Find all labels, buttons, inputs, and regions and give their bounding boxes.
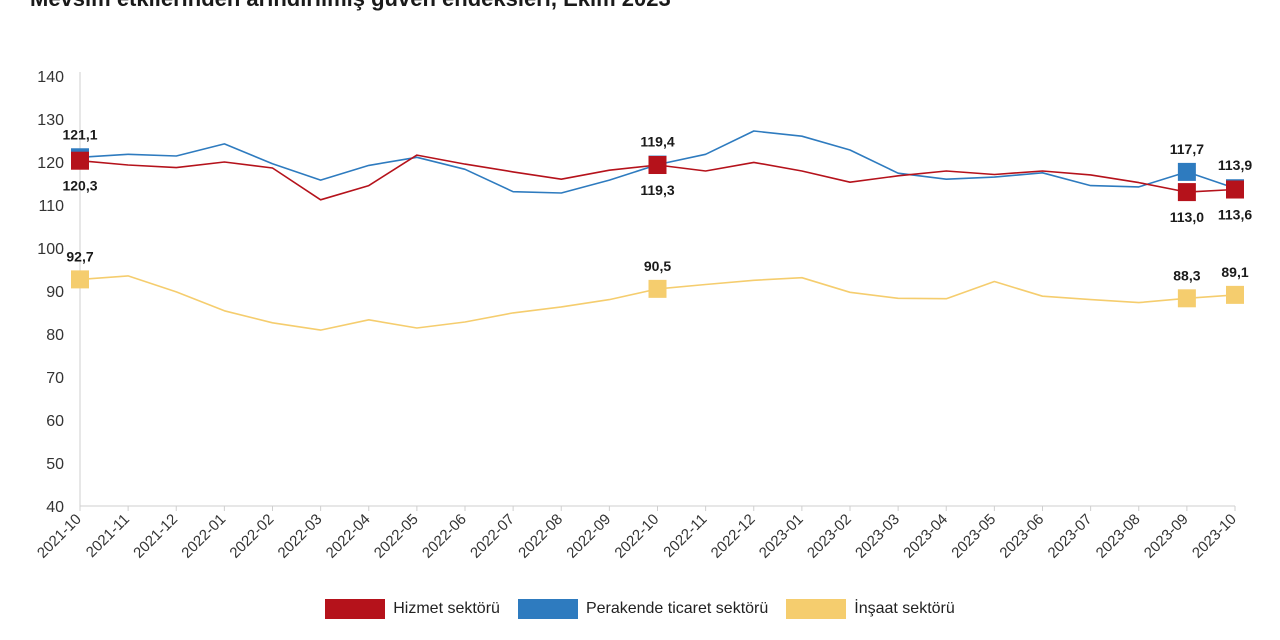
x-tick-label: 2023-06 [996,511,1047,562]
legend-label-insaat: İnşaat sektörü [854,600,955,617]
x-tick-label: 2023-01 [756,511,807,562]
data-label: 113,6 [1218,207,1252,223]
legend-swatch-hizmet [325,599,386,619]
x-tick-label: 2022-06 [419,511,470,562]
data-label: 89,1 [1221,264,1248,280]
x-tick-label: 2021-12 [130,511,181,562]
data-label: 117,7 [1170,141,1204,157]
y-tick-label: 50 [46,456,64,473]
x-tick-label: 2022-12 [708,511,759,562]
data-label: 121,1 [62,126,97,142]
data-point-marker [1226,285,1244,304]
x-tick-label: 2022-07 [467,511,518,562]
legend-item-perakende: Perakende ticaret sektörü [517,599,769,619]
data-label: 92,7 [66,248,93,264]
x-tick-label: 2023-08 [1093,511,1144,562]
x-tick-label: 2023-05 [948,511,999,562]
data-label: 113,0 [1170,209,1204,225]
y-tick-label: 120 [37,155,64,172]
legend-label-perakende: Perakende ticaret sektörü [585,600,769,617]
legend-swatch-insaat [786,599,847,619]
data-label: 119,3 [640,182,674,198]
x-tick-label: 2022-01 [178,511,229,562]
data-point-marker [648,279,667,298]
x-tick-label: 2022-11 [660,511,710,561]
data-point-marker [1177,162,1196,181]
x-tick-label: 2023-07 [1044,511,1095,562]
x-tick-label: 2022-05 [371,511,422,562]
y-tick-label: 40 [46,499,64,516]
data-label: 120,3 [62,178,97,194]
legend-label-hizmet: Hizmet sektörü [393,600,500,617]
chart-title: Mevsim etkilerinden arındırılmış güven e… [30,0,671,12]
x-tick-label: 2022-09 [563,511,614,562]
data-point-marker [648,156,667,175]
x-tick-label: 2022-02 [226,511,277,562]
y-tick-label: 90 [46,284,64,301]
data-point-marker [71,270,89,289]
data-point-marker [71,151,89,170]
x-tick-label: 2023-02 [804,511,855,562]
data-label: 90,5 [644,258,671,274]
x-tick-label: 2022-04 [323,511,374,562]
data-point-marker [1177,183,1196,202]
x-tick-label: 2022-03 [274,511,325,562]
x-tick-label: 2022-10 [611,511,662,562]
y-tick-label: 60 [46,413,64,430]
y-tick-label: 70 [46,370,64,387]
data-label: 88,3 [1173,267,1200,283]
x-tick-label: 2023-03 [852,511,903,562]
legend-swatch-perakende [517,599,578,619]
data-label: 113,9 [1218,157,1252,173]
data-label: 119,4 [640,134,674,150]
y-tick-label: 130 [37,112,64,129]
y-tick-label: 110 [38,198,64,215]
legend-item-insaat: İnşaat sektörü [786,599,955,619]
y-tick-label: 100 [37,241,64,258]
legend-item-hizmet: Hizmet sektörü [325,599,500,619]
data-point-marker [1226,180,1244,199]
x-tick-label: 2023-04 [900,511,951,562]
x-tick-label: 2021-10 [34,511,85,562]
x-tick-label: 2023-09 [1141,511,1192,562]
x-tick-label: 2022-08 [515,511,566,562]
legend: Hizmet sektörü Perakende ticaret sektörü… [0,599,1280,619]
data-point-marker [1177,289,1196,308]
y-tick-label: 140 [37,69,64,86]
y-tick-label: 80 [46,327,64,344]
x-tick-label: 2021-11 [83,511,133,561]
x-tick-label: 2023-10 [1189,511,1240,562]
